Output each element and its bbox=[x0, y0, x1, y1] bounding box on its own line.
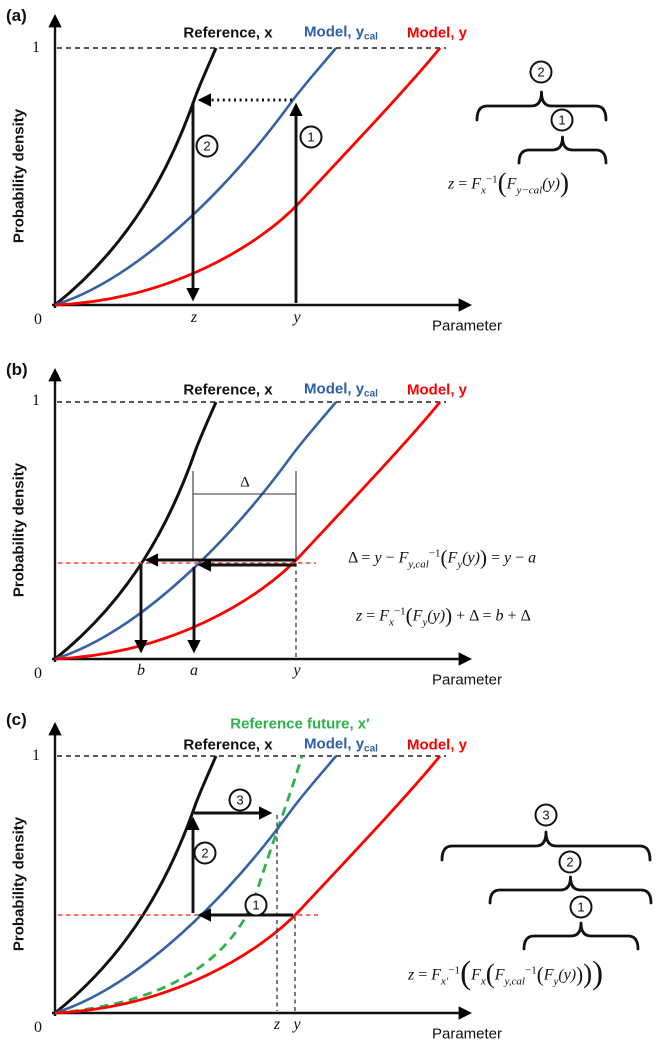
legend-reference: Reference, x bbox=[183, 736, 273, 754]
eq-brace-step2 bbox=[488, 875, 653, 905]
panel-b-z-equation: z = Fx−1(Fy(y)) + Δ = b + Δ bbox=[356, 603, 531, 629]
panel-c-equation: z = Fx′−1(Fx(Fy,cal−1(Fy(y)))) bbox=[408, 955, 604, 992]
panel-a-ytick-1: 1 bbox=[32, 39, 40, 56]
model-curve bbox=[53, 46, 442, 307]
legend-reference: Reference, x bbox=[183, 24, 273, 42]
panel-c-step2-badge: 2 bbox=[193, 841, 217, 865]
panel-c-eq-step3-badge: 3 bbox=[534, 803, 558, 827]
panel-b-ytick-1: 1 bbox=[32, 392, 40, 409]
panel-c-point-z: z bbox=[273, 1016, 281, 1033]
panel-c-step1-badge: 1 bbox=[244, 893, 268, 917]
panel-c-origin-0: 0 bbox=[34, 1019, 42, 1036]
legend-model: Model, y bbox=[406, 381, 468, 399]
panel-c-ytick-1: 1 bbox=[32, 747, 40, 764]
eq-brace-step1 bbox=[522, 921, 640, 951]
panel-b-plot bbox=[52, 372, 468, 662]
panel-a-ylabel: Probability density bbox=[10, 108, 28, 244]
panel-a-point-z: z bbox=[190, 309, 198, 326]
eq-brace-step2 bbox=[475, 90, 608, 122]
panel-c-eq-step2-badge: 2 bbox=[558, 850, 582, 874]
eq-brace-step3 bbox=[440, 830, 652, 862]
legend-model: Model, y bbox=[406, 736, 468, 754]
panel-c-axes bbox=[52, 726, 468, 1016]
legend-model-cal: Model, ycal bbox=[304, 380, 378, 400]
legend-model-cal: Model, ycal bbox=[304, 23, 378, 43]
panel-b-xlabel: Parameter bbox=[431, 671, 503, 689]
panel-a-eq-step1-badge: 1 bbox=[550, 108, 574, 132]
panel-b-point-a: a bbox=[190, 662, 198, 679]
panel-b-delta-equation: Δ = y − Fy,cal−1(Fy(y)) = y − a bbox=[348, 545, 537, 571]
panel-a-plot bbox=[52, 18, 608, 308]
panel-a-step1-badge: 1 bbox=[299, 125, 323, 149]
panel-c-tag: (c) bbox=[6, 710, 27, 729]
panel-c-ylabel: Probability density bbox=[10, 816, 28, 952]
panel-b-ylabel: Probability density bbox=[10, 462, 28, 598]
panel-a-equation: z = Fx−1(Fy−cal(y)) bbox=[448, 167, 569, 198]
panel-b-point-b: b bbox=[137, 662, 145, 679]
legend-reference: Reference, x bbox=[183, 381, 273, 399]
delta-label: Δ bbox=[240, 474, 250, 491]
panel-a-xlabel: Parameter bbox=[431, 317, 503, 335]
reference-curve bbox=[53, 400, 218, 661]
panel-c-step3-badge: 3 bbox=[228, 788, 252, 812]
panel-b-point-y: y bbox=[293, 662, 301, 679]
panel-a-origin-0: 0 bbox=[34, 311, 42, 328]
panel-a-point-y: y bbox=[293, 309, 301, 326]
panel-a-step2-badge: 2 bbox=[195, 134, 219, 158]
eq-brace-step1 bbox=[517, 135, 608, 165]
panel-b-tag: (b) bbox=[6, 360, 28, 379]
panel-c-point-y: y bbox=[293, 1016, 301, 1033]
panel-a-axes bbox=[52, 18, 468, 308]
legend-model: Model, y bbox=[406, 24, 468, 42]
legend-reference-future: Reference future, x′ bbox=[230, 715, 370, 733]
panel-c-xlabel: Parameter bbox=[431, 1025, 503, 1043]
panel-b-origin-0: 0 bbox=[34, 665, 42, 682]
legend-model-cal: Model, ycal bbox=[304, 735, 378, 755]
panel-c-eq-step1-badge: 1 bbox=[569, 895, 593, 919]
panel-c-plot bbox=[52, 726, 468, 1016]
panel-a-tag: (a) bbox=[6, 6, 27, 25]
panel-a-eq-step2-badge: 2 bbox=[529, 60, 553, 84]
reference-future-curve bbox=[53, 754, 304, 1015]
